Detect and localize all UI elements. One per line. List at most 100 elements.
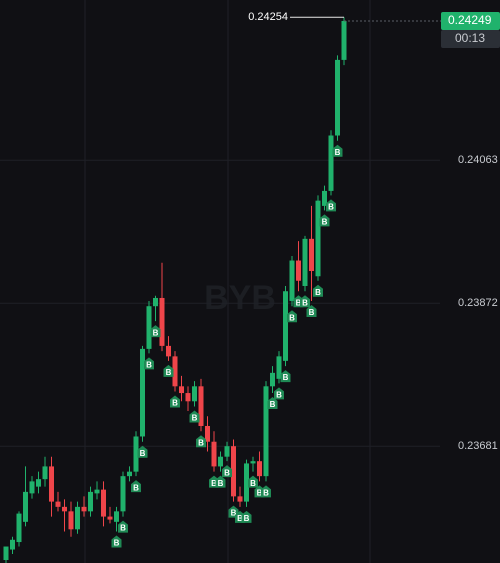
- candle-body: [3, 546, 9, 561]
- candle-body: [42, 466, 48, 480]
- candle-body: [211, 441, 217, 467]
- candle-body: [29, 481, 35, 494]
- candle-body: [36, 479, 41, 487]
- buy-marker: [118, 520, 128, 533]
- candle-body: [68, 511, 74, 530]
- candle-body: [198, 386, 204, 426]
- buy-marker: [150, 325, 161, 338]
- buy-marker-label: B: [283, 373, 289, 382]
- countdown-box: [441, 29, 500, 48]
- candle-body: [75, 506, 80, 530]
- buy-marker: [241, 510, 252, 523]
- buy-marker: [248, 475, 258, 488]
- candle-body: [237, 496, 243, 502]
- buy-marker: [326, 199, 336, 212]
- buy-marker: [111, 535, 122, 548]
- candle-body: [127, 471, 132, 477]
- buy-marker-label: B: [146, 360, 152, 369]
- buy-marker-label: B: [257, 489, 263, 498]
- buy-marker-label: B: [224, 468, 230, 477]
- buy-marker-label: B: [133, 483, 139, 492]
- candle-body: [205, 425, 210, 442]
- candle-body: [289, 260, 295, 301]
- candle-body: [309, 238, 314, 272]
- buy-marker: [196, 435, 206, 448]
- watermark: BYB: [204, 279, 276, 317]
- candle-body: [166, 345, 171, 357]
- candle-body: [55, 501, 61, 507]
- buy-marker: [306, 304, 317, 317]
- buy-marker-label: B: [114, 539, 120, 548]
- candle-body: [133, 436, 139, 472]
- candle-body: [146, 306, 152, 349]
- buy-marker-label: B: [250, 479, 256, 488]
- candle-body: [101, 489, 106, 517]
- candle-body: [62, 506, 67, 512]
- candle-body: [263, 386, 269, 477]
- candle-body: [140, 348, 145, 437]
- buy-marker-label: B: [309, 308, 315, 317]
- last-price-label: 0.24249: [448, 13, 492, 27]
- candle-body: [218, 456, 223, 467]
- candle-body: [335, 59, 340, 136]
- candle-body: [231, 446, 236, 497]
- candle-body: [23, 491, 28, 522]
- buy-marker: [163, 364, 174, 377]
- candle-body: [302, 238, 308, 286]
- buy-marker: [319, 214, 330, 227]
- buy-marker: [137, 445, 148, 458]
- buy-marker-label: B: [328, 203, 334, 212]
- buy-marker: [189, 410, 200, 423]
- candle-body: [153, 297, 158, 307]
- candle-body: [224, 446, 230, 457]
- buy-marker: [332, 144, 343, 157]
- buy-marker-label: B: [231, 509, 237, 518]
- candle-body: [283, 291, 288, 361]
- y-tick-label: 0.23872: [458, 297, 498, 309]
- buy-marker-label: B: [211, 479, 217, 488]
- buy-marker-label: B: [270, 400, 276, 409]
- buy-marker: [144, 357, 154, 370]
- candle-body: [270, 372, 275, 387]
- candle-body: [244, 463, 249, 502]
- candle-body: [94, 489, 100, 494]
- candle-body: [10, 539, 15, 550]
- buy-marker-label: B: [263, 489, 269, 498]
- buy-marker-label: B: [120, 524, 126, 533]
- candle-body: [49, 466, 54, 502]
- buy-marker-label: B: [302, 298, 308, 307]
- buy-marker-label: B: [140, 449, 146, 458]
- buy-marker: [261, 485, 271, 498]
- buy-marker-label: B: [166, 368, 172, 377]
- buy-marker: [170, 395, 180, 408]
- y-tick-label: 0.24063: [458, 154, 498, 166]
- countdown-label: 00:13: [455, 31, 485, 45]
- candle-body: [276, 356, 282, 379]
- buy-marker-label: B: [198, 438, 204, 447]
- candle-body: [16, 513, 22, 543]
- high-annotation: 0.24254: [248, 11, 288, 23]
- buy-marker: [274, 387, 284, 400]
- buy-marker-label: B: [237, 514, 243, 523]
- buy-marker: [222, 465, 232, 478]
- candle-body: [159, 297, 165, 346]
- candle-body: [315, 200, 321, 277]
- candle-body: [81, 506, 87, 512]
- buy-marker: [280, 370, 291, 383]
- buy-marker-label: B: [244, 514, 250, 523]
- buy-marker-label: B: [315, 288, 321, 297]
- buy-marker-label: B: [276, 390, 282, 399]
- candle-body: [88, 491, 93, 512]
- candle-body: [257, 461, 262, 477]
- candle-body: [328, 135, 334, 191]
- candle-body: [185, 393, 191, 402]
- candle-body: [322, 190, 327, 206]
- candle-body: [179, 386, 184, 394]
- buy-marker: [267, 397, 278, 410]
- candle-body: [341, 20, 347, 60]
- buy-marker-label: B: [296, 298, 302, 307]
- y-tick-label: 0.23681: [458, 440, 498, 452]
- candle-body: [296, 260, 301, 281]
- buy-marker-label: B: [172, 399, 178, 408]
